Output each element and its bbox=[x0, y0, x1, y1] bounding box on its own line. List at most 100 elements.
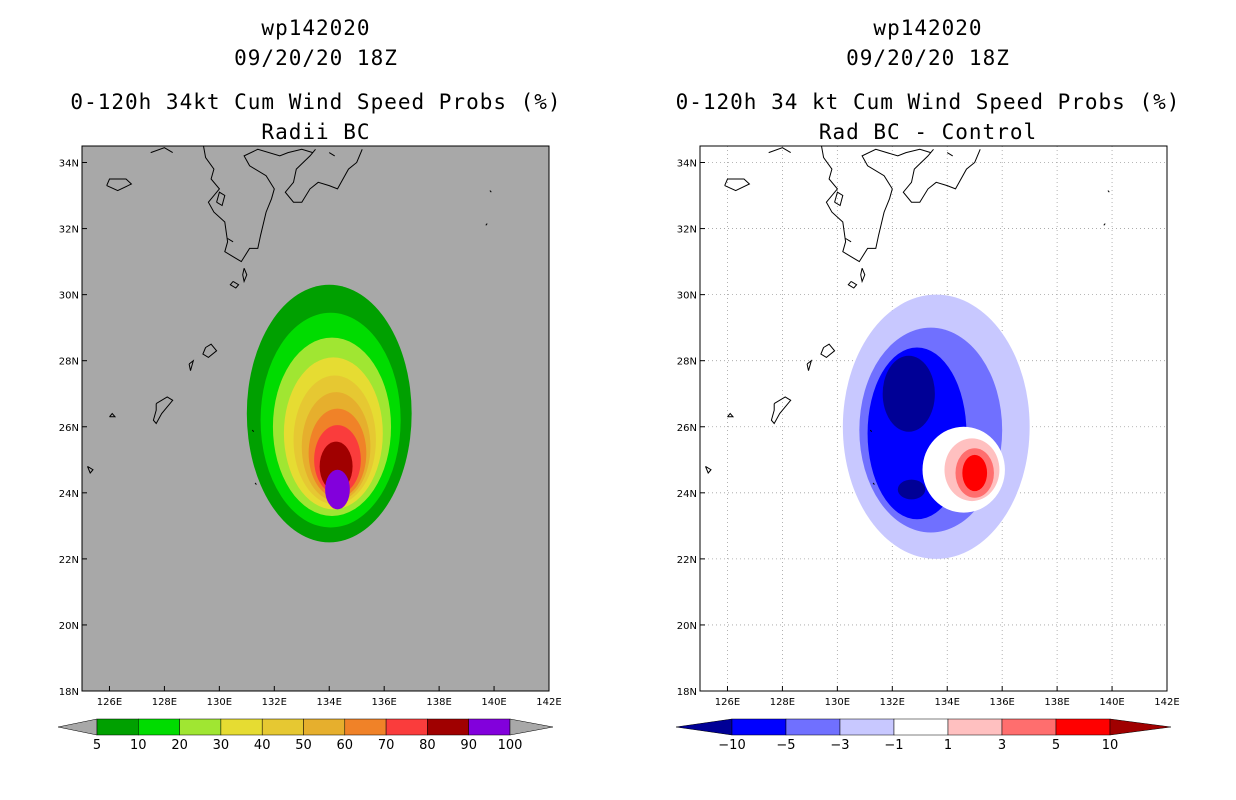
coastline bbox=[552, 466, 553, 469]
y-tick-label: 30N bbox=[677, 291, 697, 302]
x-tick-label: 134E bbox=[317, 697, 342, 708]
coastline bbox=[216, 191, 226, 207]
y-tick-label: 18N bbox=[59, 687, 79, 698]
left-title-datetime: 09/20/20 18Z bbox=[234, 46, 398, 70]
coastline bbox=[768, 147, 791, 154]
coastline bbox=[1107, 190, 1110, 193]
contour-level-neg10 bbox=[897, 479, 926, 500]
x-tick-label: 136E bbox=[989, 697, 1014, 708]
y-tick-label: 32N bbox=[59, 225, 79, 236]
coastline bbox=[150, 147, 173, 154]
colorbar-right-arrow bbox=[509, 718, 554, 736]
coastline bbox=[705, 465, 712, 474]
x-tick-label: 126E bbox=[97, 697, 122, 708]
coastline bbox=[1170, 466, 1171, 469]
colorbar-label: 1 bbox=[944, 738, 952, 753]
coastline bbox=[1103, 223, 1106, 226]
colorbar-label: −3 bbox=[830, 738, 849, 753]
coastline bbox=[770, 396, 792, 425]
contour-level-neg10 bbox=[882, 355, 935, 432]
colorbar-box bbox=[893, 718, 949, 736]
coastline bbox=[834, 191, 844, 207]
left-title-subtitle: Radii BC bbox=[261, 120, 371, 144]
y-tick-label: 24N bbox=[677, 489, 697, 500]
coastline bbox=[847, 280, 858, 289]
colorbar-label: 5 bbox=[1052, 738, 1060, 753]
coastline bbox=[820, 146, 931, 263]
x-tick-label: 126E bbox=[715, 697, 740, 708]
colorbar-label: 3 bbox=[998, 738, 1006, 753]
coastline bbox=[152, 396, 174, 425]
y-tick-label: 20N bbox=[677, 621, 697, 632]
x-tick-label: 128E bbox=[152, 697, 177, 708]
y-tick-label: 18N bbox=[677, 687, 697, 698]
colorbar-label: 20 bbox=[171, 738, 188, 753]
colorbar-label: −10 bbox=[718, 738, 745, 753]
coastline bbox=[106, 178, 133, 192]
right-difference-map: 126E 128E 130E 132E 134E 136E 138E 140E 142E 18N 2… bbox=[675, 145, 1180, 753]
colorbar-label: 5 bbox=[93, 738, 101, 753]
colorbar-box bbox=[1055, 718, 1111, 736]
colorbar-right-arrow bbox=[1109, 718, 1172, 736]
y-tick-label: 24N bbox=[59, 489, 79, 500]
y-tick-label: 20N bbox=[59, 621, 79, 632]
colorbar-box bbox=[179, 718, 222, 736]
x-tick-label: 138E bbox=[426, 697, 451, 708]
contour-level-10 bbox=[962, 454, 988, 492]
coastline bbox=[946, 152, 953, 157]
x-tick-label: 130E bbox=[825, 697, 850, 708]
colorbar-label: −5 bbox=[776, 738, 795, 753]
colorbar-left-arrow bbox=[57, 718, 98, 736]
colorbar-box bbox=[220, 718, 263, 736]
coastline bbox=[869, 429, 873, 433]
left-probability-map: 126E 128E 130E 132E 134E 136E 138E 140E 142E 18N 2… bbox=[57, 145, 562, 753]
coastline bbox=[724, 178, 751, 192]
colorbar-box bbox=[261, 718, 304, 736]
left-title-description: 0-120h 34kt Cum Wind Speed Probs (%) bbox=[70, 90, 562, 114]
x-tick-label: 140E bbox=[481, 697, 506, 708]
coastline bbox=[202, 146, 313, 263]
right-title-storm-id: wp142020 bbox=[873, 16, 983, 40]
colorbar-box bbox=[947, 718, 1003, 736]
coastline bbox=[845, 238, 852, 243]
colorbar-label: 10 bbox=[1102, 738, 1119, 753]
colorbar-box bbox=[385, 718, 428, 736]
x-tick-label: 130E bbox=[207, 697, 232, 708]
coastline bbox=[251, 429, 255, 433]
coastline bbox=[227, 238, 234, 243]
y-tick-label: 22N bbox=[677, 555, 697, 566]
colorbar-label: 50 bbox=[295, 738, 312, 753]
x-tick-label: 136E bbox=[371, 697, 396, 708]
colorbar-box bbox=[427, 718, 469, 736]
coastline bbox=[242, 268, 248, 284]
colorbar-box bbox=[344, 718, 387, 736]
right-title-datetime: 09/20/20 18Z bbox=[846, 46, 1010, 70]
colorbar-box bbox=[731, 718, 787, 736]
x-tick-label: 132E bbox=[262, 697, 287, 708]
y-tick-label: 34N bbox=[59, 159, 79, 170]
x-tick-label: 132E bbox=[880, 697, 905, 708]
coastline bbox=[727, 412, 735, 418]
colorbar-box bbox=[785, 718, 841, 736]
colorbar-label: 30 bbox=[213, 738, 230, 753]
colorbar-box bbox=[839, 718, 895, 736]
colorbar-box bbox=[1001, 718, 1057, 736]
x-tick-label: 142E bbox=[1154, 697, 1179, 708]
colorbar-label: 90 bbox=[460, 738, 477, 753]
x-tick-label: 140E bbox=[1099, 697, 1124, 708]
x-tick-label: 142E bbox=[536, 697, 561, 708]
coastline bbox=[254, 482, 257, 485]
coastline bbox=[328, 152, 335, 157]
coastline bbox=[284, 148, 363, 203]
y-tick-label: 22N bbox=[59, 555, 79, 566]
colorbar-box bbox=[96, 718, 139, 736]
x-tick-label: 134E bbox=[935, 697, 960, 708]
y-tick-label: 26N bbox=[59, 423, 79, 434]
y-tick-label: 32N bbox=[677, 225, 697, 236]
right-title-description: 0-120h 34 kt Cum Wind Speed Probs (%) bbox=[675, 90, 1181, 114]
colorbar-label: 40 bbox=[254, 738, 271, 753]
y-tick-label: 28N bbox=[677, 357, 697, 368]
coastline bbox=[109, 412, 117, 418]
colorbar-label: 80 bbox=[419, 738, 436, 753]
right-title-subtitle: Rad BC - Control bbox=[818, 120, 1038, 144]
